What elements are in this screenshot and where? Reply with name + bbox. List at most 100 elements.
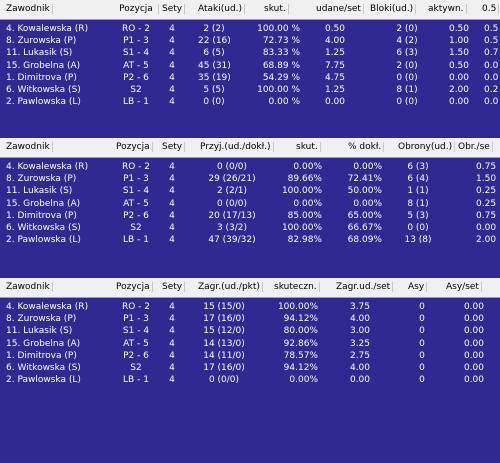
aces-value: 0 (419, 302, 425, 312)
column-header-position[interactable]: Pozycja (116, 282, 153, 292)
column-header-defenses[interactable]: Obrony(ud.) (398, 142, 456, 152)
player-position: AT - 5 (123, 60, 149, 71)
column-header-serves[interactable]: Zagr.(ud./pkt) (198, 282, 263, 292)
attack-efficiency-value: 100.00 % (257, 84, 300, 95)
block-activity-value: 0.50 (448, 60, 470, 71)
successful-per-set-value: 0.00 (324, 97, 346, 108)
blocks-value: 8 (1) (396, 84, 418, 95)
table-row[interactable]: 11. Lukasik (S) S1 - 4 4 2 (2/1) 100.00%… (0, 185, 500, 197)
player-position: P2 - 6 (123, 210, 149, 221)
accuracy-percent-value: 68.09% (347, 235, 382, 246)
block-activity-value: 2.00 (448, 84, 470, 95)
player-position: RO - 2 (121, 302, 151, 312)
column-header-blocks[interactable]: Bloki(ud.) (370, 4, 417, 14)
table-row[interactable]: 2. Pawlowska (L) LB - 1 4 0 (0/0) 0.00% … (0, 374, 500, 386)
column-header-position[interactable]: Pozycja (116, 142, 153, 152)
sets-value: 4 (169, 210, 175, 221)
table-row[interactable]: 4. Kowalewska (R) RO - 2 4 2 (2) 100.00 … (0, 23, 500, 35)
column-header-position[interactable]: Pozycja (116, 4, 159, 14)
table-row[interactable]: 15. Grobelna (A) AT - 5 4 14 (13/0) 92.8… (0, 338, 500, 350)
aces-value: 0 (419, 338, 425, 349)
attack-efficiency-value: 68.89 % (262, 60, 300, 71)
reception-value: 0 (0/0) (216, 162, 248, 172)
player-name: 15. Grobelna (A) (6, 60, 81, 71)
column-header-sets[interactable]: Sety (162, 142, 186, 152)
truncated-value: 0.5 (484, 36, 499, 47)
column-header-reception[interactable]: Przyj.(ud./dokł.) (200, 142, 274, 152)
table-row[interactable]: 1. Dimitrova (P) P2 - 6 4 35 (19) 54.29 … (0, 72, 500, 84)
column-header-attacks[interactable]: Ataki(ud.) (198, 4, 246, 14)
sets-value: 4 (169, 162, 175, 172)
column-header-player[interactable]: Zawodnik (6, 142, 53, 152)
player-name: 2. Pawlowska (L) (6, 97, 81, 108)
truncated-value: 0.7 (484, 48, 499, 59)
player-position: P1 - 3 (123, 314, 149, 325)
reception-defense-table: Zawodnik Pozycja Sety Przyj.(ud./dokł.) … (0, 138, 500, 246)
column-header-serves-per-set[interactable]: Zagr.ud./set (336, 282, 394, 292)
successful-per-set-value: 7.75 (324, 60, 346, 71)
aces-per-set-value: 0.00 (463, 314, 484, 325)
table-row[interactable]: 15. Grobelna (A) AT - 5 4 45 (31) 68.89 … (0, 60, 500, 72)
reception-efficiency-value: 100.00% (281, 186, 322, 197)
column-header-player[interactable]: Zawodnik (6, 282, 53, 292)
column-header-accuracy-percent[interactable]: % dokł. (348, 142, 385, 152)
column-header-block-activity[interactable]: aktywn. (428, 4, 467, 14)
column-header-truncated[interactable]: 0.5 (482, 4, 500, 14)
player-position: S2 (130, 84, 142, 95)
attacks-value: 0 (0) (203, 97, 225, 108)
table-row[interactable]: 8. Zurowska (P) P1 - 3 4 22 (16) 72.73 %… (0, 35, 500, 47)
successful-per-set-value: 4.00 (324, 36, 346, 47)
table-row[interactable]: 11. Lukasik (S) S1 - 4 4 6 (5) 83.33 % 1… (0, 47, 500, 59)
serves-value: 17 (16/0) (203, 314, 245, 325)
column-header-reception-efficiency[interactable]: skut. (296, 142, 321, 152)
sets-value: 4 (169, 338, 175, 349)
table-row[interactable]: 8. Zurowska (P) P1 - 3 4 17 (16/0) 94.12… (0, 313, 500, 325)
defenses-per-set-value: 0.75 (476, 162, 497, 172)
sets-value: 4 (169, 60, 175, 71)
column-header-sets[interactable]: Sety (162, 282, 186, 292)
table-row[interactable]: 4. Kowalewska (R) RO - 2 4 0 (0/0) 0.00%… (0, 161, 500, 173)
table-header: Zawodnik Pozycja Sety Zagr.(ud./pkt) sku… (0, 278, 500, 298)
column-header-serve-efficiency[interactable]: skuteczn. (274, 282, 320, 292)
player-position: RO - 2 (121, 162, 151, 172)
player-position: P2 - 6 (123, 72, 149, 83)
attacks-value: 2 (2) (203, 24, 225, 34)
column-header-attack-efficiency[interactable]: skut. (264, 4, 289, 14)
table-row[interactable]: 6. Witkowska (S) S2 4 5 (5) 100.00 % 1.2… (0, 84, 500, 96)
serve-efficiency-value: 78.57% (283, 350, 318, 361)
block-activity-value: 0.50 (448, 24, 470, 34)
column-header-player[interactable]: Zawodnik (6, 4, 53, 14)
reception-value: 47 (39/32) (208, 235, 256, 246)
table-row[interactable]: 1. Dimitrova (P) P2 - 6 4 20 (17/13) 85.… (0, 210, 500, 222)
player-name: 6. Witkowska (S) (6, 84, 81, 95)
column-header-aces[interactable]: Asy (408, 282, 428, 292)
table-row[interactable]: 1. Dimitrova (P) P2 - 6 4 14 (11/0) 78.5… (0, 350, 500, 362)
player-name: 8. Zurowska (P) (6, 174, 77, 185)
table-row[interactable]: 4. Kowalewska (R) RO - 2 4 15 (15/0) 100… (0, 301, 500, 313)
player-name: 2. Pawlowska (L) (6, 375, 81, 386)
reception-value: 3 (3/2) (216, 222, 248, 233)
player-name: 6. Witkowska (S) (6, 222, 81, 233)
truncated-value: 0.0 (484, 60, 499, 71)
defenses-per-set-value: 1.50 (476, 174, 497, 185)
column-header-successful-per-set[interactable]: udane/set (316, 4, 364, 14)
table-row[interactable]: 15. Grobelna (A) AT - 5 4 0 (0/0) 0.00% … (0, 198, 500, 210)
table-row[interactable]: 2. Pawlowska (L) LB - 1 4 47 (39/32) 82.… (0, 234, 500, 246)
block-activity-value: 1.50 (448, 48, 470, 59)
reception-value: 29 (26/21) (208, 174, 256, 185)
table-row[interactable]: 6. Witkowska (S) S2 4 17 (16/0) 94.12% 4… (0, 362, 500, 374)
attacks-value: 6 (5) (203, 48, 225, 59)
column-header-aces-per-set[interactable]: Asy/set (446, 282, 482, 292)
table-row[interactable]: 11. Lukasik (S) S1 - 4 4 15 (12/0) 80.00… (0, 325, 500, 337)
defenses-per-set-value: 0.25 (476, 198, 497, 209)
player-name: 6. Witkowska (S) (6, 362, 81, 373)
table-row[interactable]: 2. Pawlowska (L) LB - 1 4 0 (0) 0.00 % 0… (0, 96, 500, 108)
defenses-value: 6 (4) (407, 174, 429, 185)
table-row[interactable]: 6. Witkowska (S) S2 4 3 (3/2) 100.00% 66… (0, 222, 500, 234)
table-row[interactable]: 8. Zurowska (P) P1 - 3 4 29 (26/21) 89.6… (0, 173, 500, 185)
column-header-defenses-per-set[interactable]: Obr./se (458, 142, 493, 152)
truncated-value: 0.0 (484, 97, 499, 108)
column-header-sets[interactable]: Sety (162, 4, 185, 14)
player-position: P2 - 6 (123, 350, 149, 361)
player-name: 15. Grobelna (A) (6, 338, 81, 349)
